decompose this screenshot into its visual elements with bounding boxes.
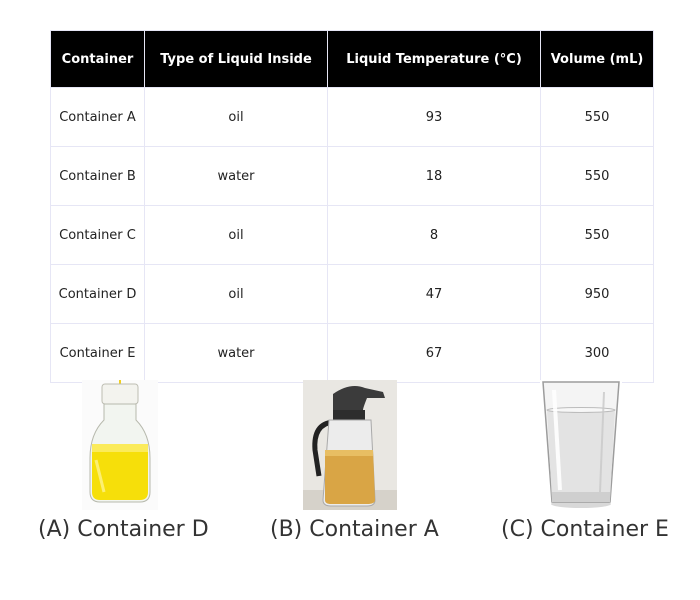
cell-liquid-type: oil [144,264,328,324]
liquid-containers-table: Container Type of Liquid Inside Liquid T… [50,30,654,383]
table-row: Container A oil 93 550 [50,87,654,147]
cell-liquid-type: water [144,323,328,383]
cell-temperature: 8 [327,205,541,265]
cell-volume: 300 [540,323,654,383]
table-row: Container C oil 8 550 [50,205,654,265]
table-row: Container E water 67 300 [50,323,654,383]
cell-liquid-type: water [144,146,328,206]
oil-flask-image [82,380,158,510]
header-temperature: Liquid Temperature (°C) [327,30,541,88]
header-volume: Volume (mL) [540,30,654,88]
cell-volume: 950 [540,264,654,324]
option-c-label[interactable]: (C) Container E [501,517,669,542]
option-a-label[interactable]: (A) Container D [38,517,209,542]
table-row: Container D oil 47 950 [50,264,654,324]
cell-temperature: 18 [327,146,541,206]
cell-container: Container A [50,87,145,147]
cell-container: Container D [50,264,145,324]
cell-container: Container B [50,146,145,206]
option-b-label[interactable]: (B) Container A [270,517,439,542]
oil-dispenser-jar-image [303,380,397,510]
cell-liquid-type: oil [144,205,328,265]
water-glass-image [540,380,622,510]
table-header-row: Container Type of Liquid Inside Liquid T… [50,30,654,88]
cell-volume: 550 [540,205,654,265]
table-row: Container B water 18 550 [50,146,654,206]
cell-liquid-type: oil [144,87,328,147]
cell-volume: 550 [540,146,654,206]
cell-container: Container C [50,205,145,265]
header-container: Container [50,30,145,88]
cell-temperature: 67 [327,323,541,383]
cell-temperature: 47 [327,264,541,324]
header-liquid-type: Type of Liquid Inside [144,30,328,88]
cell-volume: 550 [540,87,654,147]
cell-temperature: 93 [327,87,541,147]
cell-container: Container E [50,323,145,383]
